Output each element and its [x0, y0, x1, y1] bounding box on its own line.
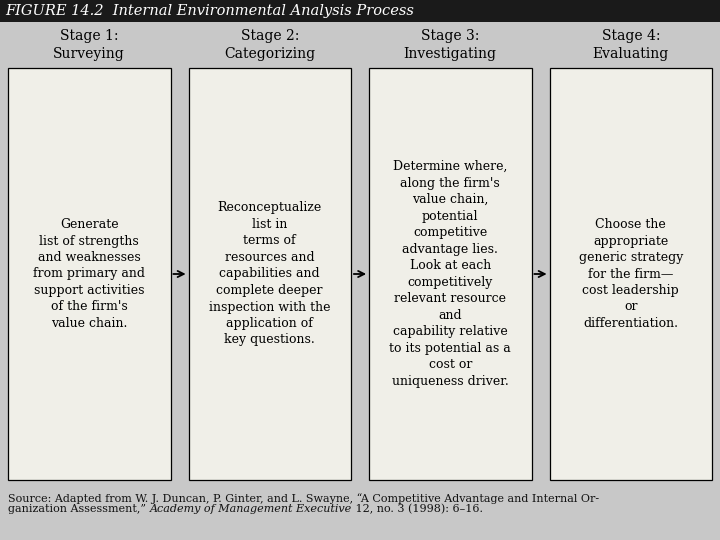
Text: Determine where,
along the firm's
value chain,
potential
competitive
advantage l: Determine where, along the firm's value …	[390, 160, 511, 388]
Text: Choose the
appropriate
generic strategy
for the firm—
cost leadership
or
differe: Choose the appropriate generic strategy …	[579, 218, 683, 330]
Bar	[0, 0, 720, 22]
Text: Stage 4:
Evaluating: Stage 4: Evaluating	[593, 29, 669, 61]
Bar	[189, 68, 351, 480]
Text: Source: Adapted from W. J. Duncan, P. Ginter, and L. Swayne, “A Competitive Adva: Source: Adapted from W. J. Duncan, P. Gi…	[8, 493, 599, 504]
Text: Stage 3:
Investigating: Stage 3: Investigating	[404, 29, 497, 61]
Text: Stage 1:
Surveying: Stage 1: Surveying	[53, 29, 125, 61]
Text: Reconceptualize
list in
terms of
resources and
capabilities and
complete deeper
: Reconceptualize list in terms of resourc…	[209, 201, 330, 347]
Text: Stage 2:
Categorizing: Stage 2: Categorizing	[224, 29, 315, 61]
Bar	[369, 68, 531, 480]
Text: ganization Assessment,”: ganization Assessment,”	[8, 504, 150, 514]
Bar	[8, 68, 171, 480]
Text: FIGURE 14.2  Internal Environmental Analysis Process: FIGURE 14.2 Internal Environmental Analy…	[5, 4, 414, 18]
Text: Generate
list of strengths
and weaknesses
from primary and
support activities
of: Generate list of strengths and weaknesse…	[33, 218, 145, 330]
Bar	[549, 68, 712, 480]
Text: 12, no. 3 (1998): 6–16.: 12, no. 3 (1998): 6–16.	[352, 504, 482, 514]
Text: Academy of Management Executive: Academy of Management Executive	[150, 504, 352, 514]
